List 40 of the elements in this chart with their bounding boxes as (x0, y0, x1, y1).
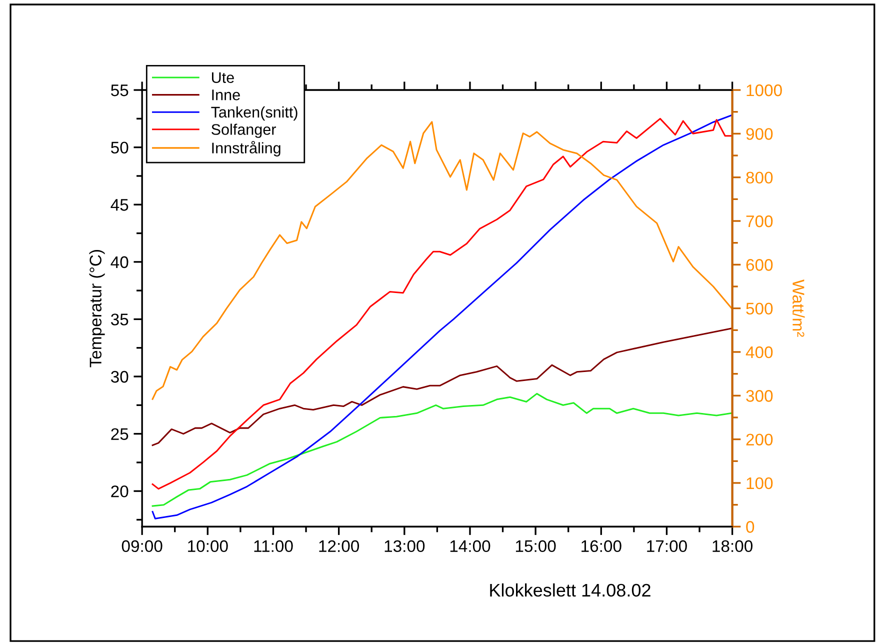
x-tick-label: 09:00 (122, 540, 162, 552)
x-tick-label: 12:00 (319, 540, 360, 552)
legend-label: Inne (212, 90, 240, 100)
y2-tick-label: 800 (746, 172, 773, 184)
x-axis-title: Klokkeslett 14.08.02 (490, 583, 650, 597)
x-tick-label: 14:00 (450, 540, 490, 552)
y2-tick-label: 0 (746, 521, 754, 533)
y2-tick-label: 300 (746, 390, 773, 402)
y2-tick-label: 700 (746, 215, 773, 228)
y-tick-label: 55 (111, 84, 128, 96)
legend-label: Solfanger (212, 124, 276, 138)
x-tick-label: 13:00 (384, 540, 425, 552)
legend-label: Tanken(snitt) (211, 106, 298, 121)
x-tick-label: 10:00 (188, 540, 228, 552)
y-tick-label: 25 (111, 428, 128, 440)
y-axis-title: Temperatur (°C) (89, 250, 105, 368)
line-series (152, 121, 732, 400)
y2-tick-label: 200 (746, 434, 773, 446)
y2-tick-label: 1000 (746, 84, 782, 96)
y2-tick-label: 100 (746, 477, 773, 490)
y-tick-label: 20 (111, 485, 128, 498)
y-tick-label: 35 (110, 314, 128, 326)
y-tick-label: 30 (110, 370, 128, 383)
y2-tick-label: 400 (746, 346, 773, 358)
x-tick-label: 17:00 (647, 540, 687, 552)
y-tick-label: 50 (111, 142, 128, 154)
y2-axis-title: Watt/m² (792, 280, 805, 337)
legend-label: Innstråling (212, 140, 280, 156)
y-tick-label: 45 (110, 199, 128, 211)
x-tick-label: 18:00 (712, 540, 752, 552)
x-tick-label: 16:00 (582, 540, 622, 552)
line-series (152, 392, 732, 507)
x-tick-label: 15:00 (516, 540, 556, 552)
y2-tick-label: 900 (746, 128, 773, 140)
legend-label: Ute (212, 72, 234, 83)
y2-tick-label: 500 (746, 302, 773, 315)
y-tick-label: 40 (110, 256, 128, 268)
x-tick-label: 11:00 (254, 540, 293, 552)
line-series (152, 328, 732, 446)
y2-tick-label: 600 (746, 259, 773, 271)
